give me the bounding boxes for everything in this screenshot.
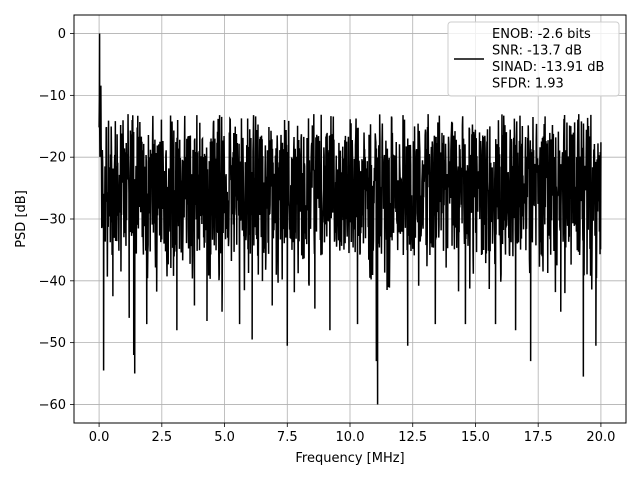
y-tick-label: −30 — [39, 213, 66, 228]
x-tick-label: 10.0 — [336, 430, 365, 445]
x-tick-label: 7.5 — [277, 430, 298, 445]
x-tick-label: 5.0 — [214, 430, 235, 445]
x-axis-label: Frequency [MHz] — [295, 451, 404, 466]
x-tick-label: 17.5 — [524, 430, 553, 445]
y-axis-label: PSD [dB] — [14, 190, 29, 248]
legend-enob: ENOB: -2.6 bits — [492, 27, 591, 42]
x-axis-ticks: 0.0 2.5 5.0 7.5 10.0 12.5 15.0 17.5 20.0 — [89, 423, 615, 445]
psd-series-line — [98, 33, 602, 405]
x-tick-label: 12.5 — [398, 430, 427, 445]
y-tick-label: −40 — [39, 274, 66, 289]
x-tick-label: 0.0 — [89, 430, 110, 445]
y-tick-label: −50 — [39, 336, 66, 351]
y-tick-label: −20 — [39, 151, 66, 166]
legend-box — [447, 21, 620, 97]
y-axis-ticks: 0 −10 −20 −30 −40 −50 −60 — [39, 27, 74, 413]
plot-area — [98, 33, 602, 405]
legend: ENOB: -2.6 bits SNR: -13.7 dB SINAD: -13… — [447, 21, 620, 97]
legend-sfdr: SFDR: 1.93 — [492, 77, 564, 92]
x-tick-label: 2.5 — [151, 430, 172, 445]
x-tick-label: 15.0 — [461, 430, 490, 445]
legend-snr: SNR: -13.7 dB — [492, 44, 582, 59]
y-tick-label: −10 — [39, 89, 66, 104]
legend-sinad: SINAD: -13.91 dB — [492, 60, 604, 75]
y-tick-label: 0 — [58, 27, 66, 42]
y-tick-label: −60 — [39, 398, 66, 413]
x-tick-label: 20.0 — [586, 430, 615, 445]
